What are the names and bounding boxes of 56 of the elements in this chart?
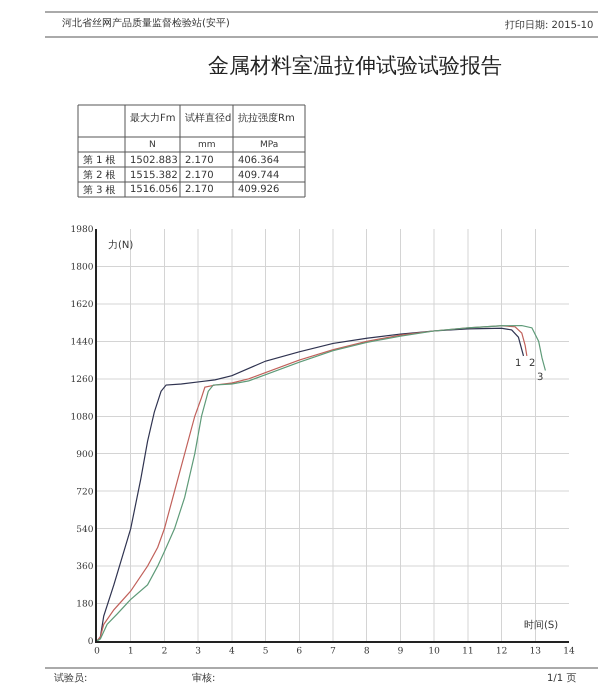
x-tick-label: 12 bbox=[496, 646, 508, 657]
x-tick-label: 3 bbox=[195, 646, 202, 657]
y-tick-label: 1440 bbox=[70, 338, 94, 348]
text: 第 2 根 bbox=[83, 169, 116, 181]
text: 河北省丝网产品质量监督检验站(安平) bbox=[62, 17, 230, 29]
series-label: 3 bbox=[537, 372, 544, 383]
x-tick-label: 1 bbox=[128, 646, 134, 657]
text: 最大力Fm bbox=[130, 112, 176, 124]
y-tick-label: 1620 bbox=[70, 300, 94, 310]
y-tick-label: 900 bbox=[76, 450, 94, 460]
text: 试样直径d bbox=[185, 112, 232, 124]
y-tick-label: 540 bbox=[76, 524, 94, 535]
y-tick-label: 1800 bbox=[70, 262, 94, 273]
y-tick-label: 1260 bbox=[70, 374, 94, 385]
y-tick-label: 180 bbox=[76, 600, 94, 610]
text: 1516.056 bbox=[130, 184, 178, 195]
y-tick-label: 1980 bbox=[70, 225, 94, 236]
y-tick-label: 0 bbox=[88, 637, 94, 648]
series-label: 1 bbox=[515, 358, 522, 369]
x-tick-label: 5 bbox=[262, 646, 269, 657]
x-tick-label: 13 bbox=[530, 646, 542, 657]
text: 406.364 bbox=[238, 155, 280, 166]
x-tick-label: 4 bbox=[228, 646, 235, 657]
text: 2.170 bbox=[185, 170, 214, 181]
series-label: 2 bbox=[529, 358, 536, 369]
text: 打印日期: 2015-10 bbox=[504, 19, 594, 31]
text: 1502.883 bbox=[130, 155, 178, 166]
x-tick-label: 10 bbox=[428, 646, 440, 657]
x-tick-label: 2 bbox=[162, 646, 168, 657]
text: 试验员: bbox=[54, 672, 88, 684]
text: 2.170 bbox=[185, 184, 214, 195]
y-tick-label: 360 bbox=[76, 562, 94, 572]
x-tick-label: 11 bbox=[462, 646, 474, 657]
chart-title: 金属材料室温拉伸试验试验报告 bbox=[208, 53, 502, 78]
text: 2.170 bbox=[185, 155, 214, 166]
text: 审核: bbox=[192, 672, 216, 684]
x-tick-label: 9 bbox=[398, 646, 404, 657]
text: 1/1 页 bbox=[547, 673, 576, 684]
y-tick-label: 1080 bbox=[70, 412, 94, 422]
text: 抗拉强度Rm bbox=[238, 112, 295, 124]
x-tick-label: 0 bbox=[94, 646, 100, 657]
text: 409.744 bbox=[238, 170, 280, 181]
y-axis-title: 力(N) bbox=[108, 239, 134, 251]
x-tick-label: 6 bbox=[296, 646, 302, 657]
text: N bbox=[149, 140, 156, 150]
text: 第 3 根 bbox=[83, 184, 116, 196]
text: MPa bbox=[260, 140, 278, 150]
text: 第 1 根 bbox=[83, 154, 116, 166]
text: mm bbox=[198, 140, 216, 150]
text: 1515.382 bbox=[130, 170, 178, 181]
text: 409.926 bbox=[238, 184, 280, 195]
y-tick-label: 720 bbox=[76, 487, 94, 498]
x-axis-title: 时间(S) bbox=[524, 619, 558, 631]
x-tick-label: 8 bbox=[364, 646, 370, 657]
x-tick-label: 7 bbox=[330, 646, 336, 657]
x-tick-label: 14 bbox=[563, 646, 575, 657]
